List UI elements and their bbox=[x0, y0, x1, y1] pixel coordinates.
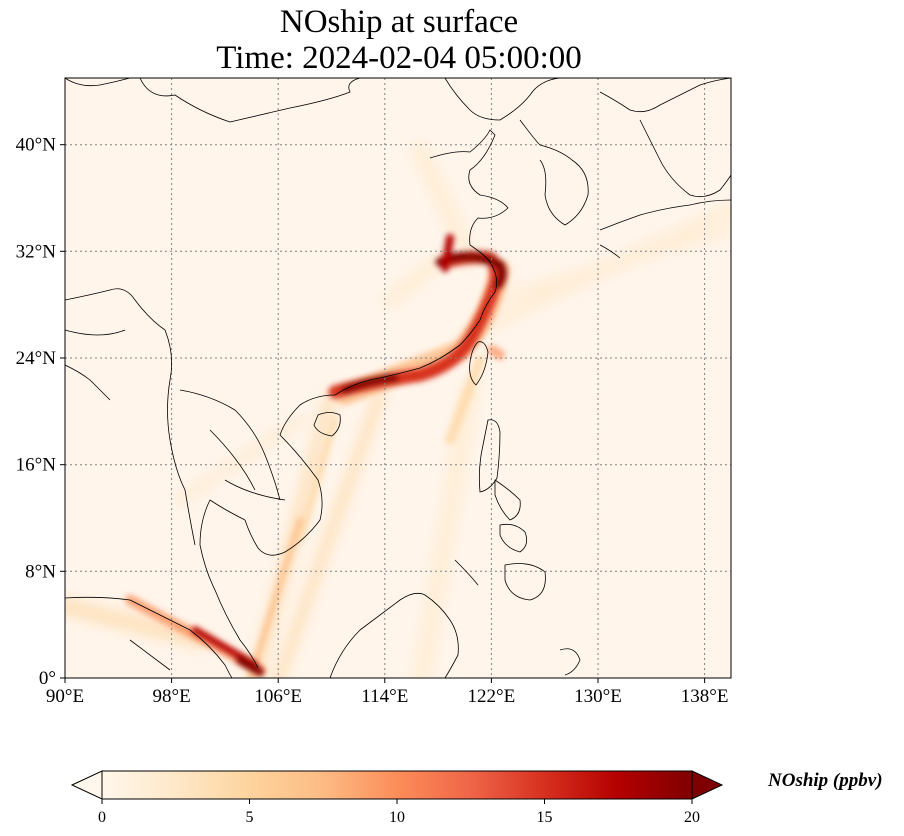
colorbar-tick-label: 5 bbox=[246, 809, 254, 826]
lon-tick-label: 90°E bbox=[46, 686, 84, 707]
map-frame bbox=[64, 77, 732, 679]
no-ship-field bbox=[65, 78, 731, 678]
axis-ticks bbox=[60, 144, 706, 683]
lon-tick-label: 138°E bbox=[681, 686, 729, 707]
colorbar-tick-label: 15 bbox=[537, 809, 553, 826]
map-title-line2: Time: 2024-02-04 05:00:00 bbox=[216, 40, 582, 76]
lon-tick-label: 130°E bbox=[574, 686, 622, 707]
colorbar-tick-label: 10 bbox=[389, 809, 405, 826]
colorbar-label: NOship (ppbv) bbox=[768, 770, 883, 791]
lon-tick-label: 98°E bbox=[152, 686, 190, 707]
lon-tick-label: 114°E bbox=[361, 686, 408, 707]
colorbar: 0 5 10 15 20 bbox=[70, 770, 724, 826]
lat-tick-label: 24°N bbox=[16, 348, 57, 369]
lat-tick-label: 32°N bbox=[16, 241, 57, 262]
colorbar-extend-min bbox=[70, 770, 103, 800]
colorbar-gradient bbox=[101, 770, 693, 800]
gridlines bbox=[65, 78, 731, 678]
lat-tick-label: 8°N bbox=[25, 561, 56, 582]
lat-tick-label: 0° bbox=[39, 668, 56, 689]
lat-tick-label: 16°N bbox=[16, 455, 57, 476]
map-title-line1: NOship at surface bbox=[279, 4, 519, 40]
colorbar-extend-max bbox=[691, 770, 724, 800]
colorbar-tick-label: 20 bbox=[684, 809, 700, 826]
lon-tick-label: 122°E bbox=[468, 686, 516, 707]
coastlines bbox=[65, 78, 731, 678]
lon-tick-label: 106°E bbox=[254, 686, 302, 707]
lat-tick-label: 40°N bbox=[16, 135, 57, 156]
colorbar-tick-label: 0 bbox=[98, 809, 106, 826]
